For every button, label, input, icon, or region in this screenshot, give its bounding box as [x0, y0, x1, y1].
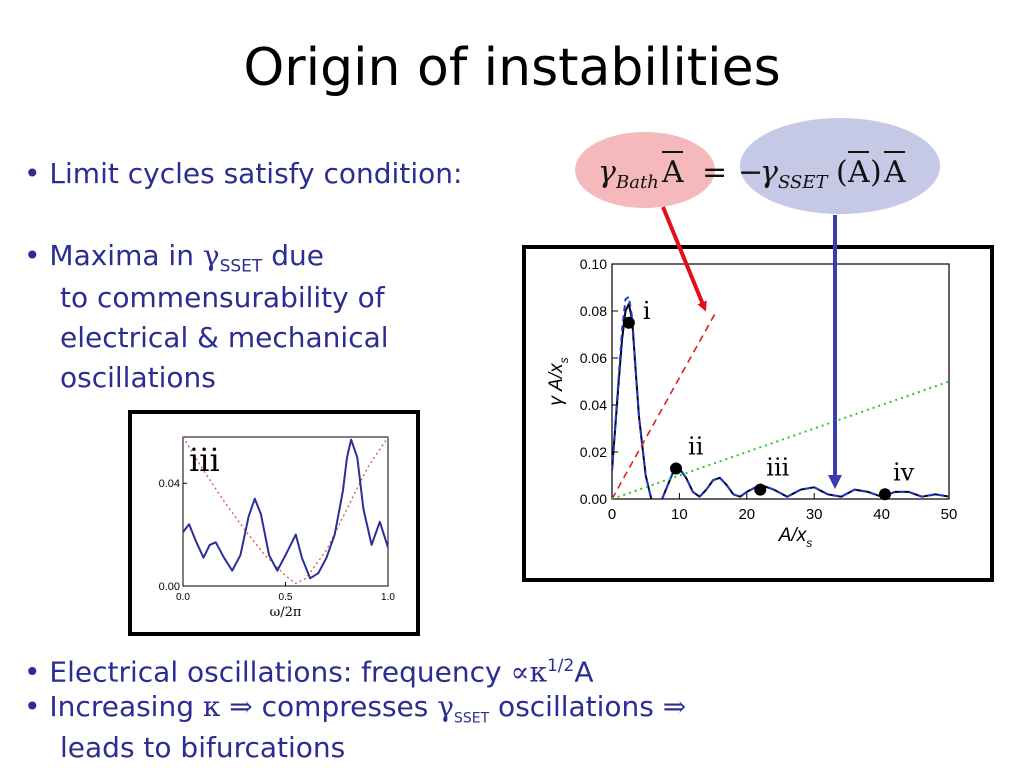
y-tick-label: 0.08	[580, 303, 607, 319]
inset-series-dotted-red	[183, 437, 388, 585]
limit-cycle-point	[670, 462, 683, 475]
bullet-maxima-line2: to commensurability of	[60, 281, 385, 314]
eq-rhs-paren-open: (	[836, 155, 848, 190]
slide-title: Origin of instabilities	[243, 38, 781, 98]
sset-subscript: SSET	[219, 256, 263, 277]
point-label-iii: iii	[766, 454, 789, 482]
y-tick-label: 0.00	[580, 491, 607, 507]
bullet-electrical: • Electrical oscillations: frequency ∝κ1…	[24, 646, 593, 692]
inset-x-tick-label: 0.5	[279, 592, 293, 603]
gamma-vs-amplitude-chart: 0.00 0.02 0.04 0.06 0.08 0.10 0 10 20 30 40 50 A/xs γ…	[522, 245, 994, 582]
inset-x-axis-label: ω/2π	[270, 605, 302, 620]
point-label-i: i	[643, 297, 651, 325]
y-tick-label: 0.06	[580, 350, 607, 366]
point-label-ii: ii	[688, 432, 704, 460]
bullet-maxima-line3: electrical & mechanical	[60, 321, 389, 354]
kappa-symbol: κ	[529, 655, 547, 689]
y-tick-label: 0.04	[580, 397, 607, 413]
bullet-electrical-post: A	[574, 655, 594, 689]
frequency-chart: 0.00 0.04 0.0 0.5 1.0 ω/2π iii	[128, 410, 420, 636]
bullet-maxima-pre: • Maxima in	[24, 239, 203, 272]
bullet-increasing-post: oscillations	[489, 690, 663, 723]
implies-symbol: ⇒	[662, 690, 687, 723]
bullet-increasing: • Increasing κ ⇒ compresses γSSET oscill…	[24, 687, 686, 739]
kappa-symbol: κ	[202, 690, 221, 723]
eq-lhs-A: A	[661, 155, 684, 190]
eq-rhs-paren-close: )	[870, 155, 882, 190]
inset-y-tick-label: 0.04	[159, 478, 180, 490]
inset-annotation-iii: iii	[189, 441, 220, 479]
gamma-symbol: γ	[437, 690, 454, 723]
eq-lhs-gamma: γ	[598, 155, 616, 190]
eq-rhs-gamma: γ	[760, 155, 778, 190]
x-tick-label: 30	[806, 506, 823, 523]
x-tick-label: 20	[738, 506, 755, 523]
y-axis-label: γ A/xs	[546, 357, 571, 405]
eq-equals: =	[702, 155, 727, 190]
bullet-increasing-mid: compresses	[261, 690, 438, 723]
bullet-increasing-pre: • Increasing	[24, 690, 203, 723]
series-line-dashed-blue	[612, 295, 949, 499]
limit-cycle-point	[878, 488, 891, 501]
eq-rhs-A2: A	[883, 155, 906, 190]
point-label-iv: iv	[893, 458, 915, 486]
bath-bubble	[575, 132, 715, 208]
inset-x-tick-label: 0.0	[176, 592, 190, 603]
sset-subscript: SSET	[453, 710, 490, 727]
x-tick-label: 40	[873, 506, 890, 523]
proportional-symbol: ∝	[510, 655, 530, 689]
implies-symbol: ⇒	[220, 690, 262, 723]
bullet-maxima-post: due	[262, 239, 324, 272]
bullet-maxima: • Maxima in γSSET due	[24, 236, 324, 287]
bullet-electrical-pre: • Electrical oscillations: frequency	[24, 655, 511, 689]
limit-cycle-point	[754, 483, 767, 496]
inset-series-solid-blue	[183, 438, 388, 580]
bullet-increasing-line2: leads to bifurcations	[60, 731, 346, 764]
x-axis-label: A/xs	[778, 525, 812, 550]
inset-x-tick-label: 1.0	[381, 592, 395, 603]
bullet-maxima-line4: oscillations	[60, 361, 216, 394]
x-tick-label: 0	[608, 506, 616, 523]
eq-rhs-sub: SSET	[778, 172, 829, 193]
inset-chart-frame	[128, 410, 420, 636]
x-tick-label: 10	[671, 506, 688, 523]
sset-bubble	[740, 118, 940, 214]
half-superscript: 1/2	[546, 656, 575, 676]
x-tick-label: 50	[941, 506, 958, 523]
gamma-symbol: γ	[202, 239, 220, 272]
inset-y-tick-label: 0.00	[159, 581, 180, 593]
main-chart-frame	[522, 245, 994, 582]
y-tick-label: 0.02	[580, 444, 607, 460]
limit-cycle-point	[622, 316, 635, 329]
bullet-limit-cycles: • Limit cycles satisfy condition:	[24, 154, 462, 194]
eq-rhs-A1: A	[847, 155, 870, 190]
main-plot-area	[611, 263, 950, 500]
equation-graphic: γ Bath A = − γ SSET ( A ) A	[575, 118, 940, 214]
y-tick-label: 0.10	[580, 256, 607, 272]
eq-lhs-sub: Bath	[615, 172, 659, 193]
eq-rhs-minus: −	[738, 155, 763, 190]
bullet-limit-cycles-text: • Limit cycles satisfy condition:	[24, 157, 463, 190]
